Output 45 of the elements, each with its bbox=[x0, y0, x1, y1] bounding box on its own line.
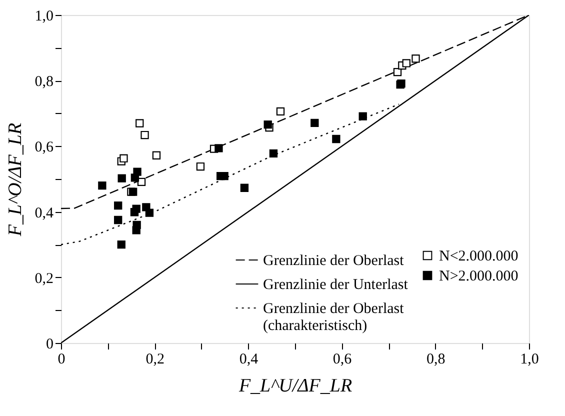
point bbox=[264, 120, 272, 129]
point bbox=[196, 162, 205, 171]
point bbox=[145, 208, 154, 217]
y-tick-label: 0,8 bbox=[34, 74, 54, 90]
point bbox=[118, 174, 126, 182]
point bbox=[120, 154, 128, 162]
y-tick-label: 0,6 bbox=[34, 140, 54, 156]
y-tick-label: 0,2 bbox=[34, 270, 54, 287]
point bbox=[402, 59, 410, 68]
x-axis-title: F_L^U/ΔF_LR bbox=[238, 376, 352, 396]
point bbox=[214, 144, 223, 152]
legend-label: N>2.000.000 bbox=[439, 268, 518, 284]
legend-label: Grenzlinie der Unterlast bbox=[263, 277, 409, 293]
point bbox=[133, 168, 142, 176]
x-tick-label: 0,6 bbox=[332, 352, 352, 368]
point bbox=[412, 54, 420, 63]
legend-label: Grenzlinie der Oberlast bbox=[263, 253, 405, 269]
point bbox=[310, 118, 319, 127]
y-tick-label: 0 bbox=[46, 336, 54, 352]
point bbox=[132, 226, 140, 234]
point bbox=[117, 240, 126, 249]
point bbox=[140, 130, 149, 140]
y-tick-label: 0,4 bbox=[34, 205, 54, 222]
legend-label: N<2.000.000 bbox=[439, 248, 518, 264]
point bbox=[98, 181, 106, 190]
x-tick-label: 0 bbox=[58, 352, 66, 368]
y-tick-label: 1,0 bbox=[34, 8, 54, 24]
point bbox=[152, 151, 161, 160]
point bbox=[240, 184, 249, 192]
point bbox=[393, 68, 402, 76]
point bbox=[358, 112, 367, 120]
point bbox=[269, 149, 278, 158]
point bbox=[220, 172, 228, 180]
y-axis-title: F_L^O/ΔF_LR bbox=[4, 122, 26, 238]
point bbox=[114, 216, 122, 224]
x-tick-label: 1,0 bbox=[520, 352, 539, 368]
x-tick-label: 0,8 bbox=[426, 352, 446, 368]
point bbox=[114, 201, 122, 210]
point bbox=[136, 119, 144, 128]
point bbox=[332, 134, 340, 144]
point bbox=[276, 107, 285, 116]
legend-label: Grenzlinie der Oberlast (charakteristisch) bbox=[263, 301, 405, 334]
x-tick-label: 0,2 bbox=[146, 352, 164, 368]
point bbox=[132, 204, 140, 213]
x-tick-label: 0,4 bbox=[239, 352, 259, 368]
